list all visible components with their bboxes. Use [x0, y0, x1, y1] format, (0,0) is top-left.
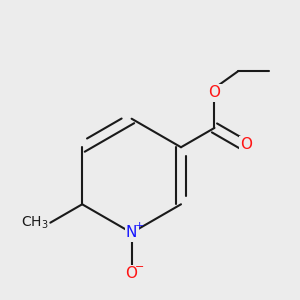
Text: N: N	[126, 225, 137, 240]
Text: CH$_3$: CH$_3$	[21, 214, 49, 231]
Text: O: O	[208, 85, 220, 100]
Text: +: +	[135, 221, 144, 231]
Text: O: O	[126, 266, 138, 281]
Text: O: O	[240, 137, 252, 152]
Text: −: −	[135, 262, 144, 272]
